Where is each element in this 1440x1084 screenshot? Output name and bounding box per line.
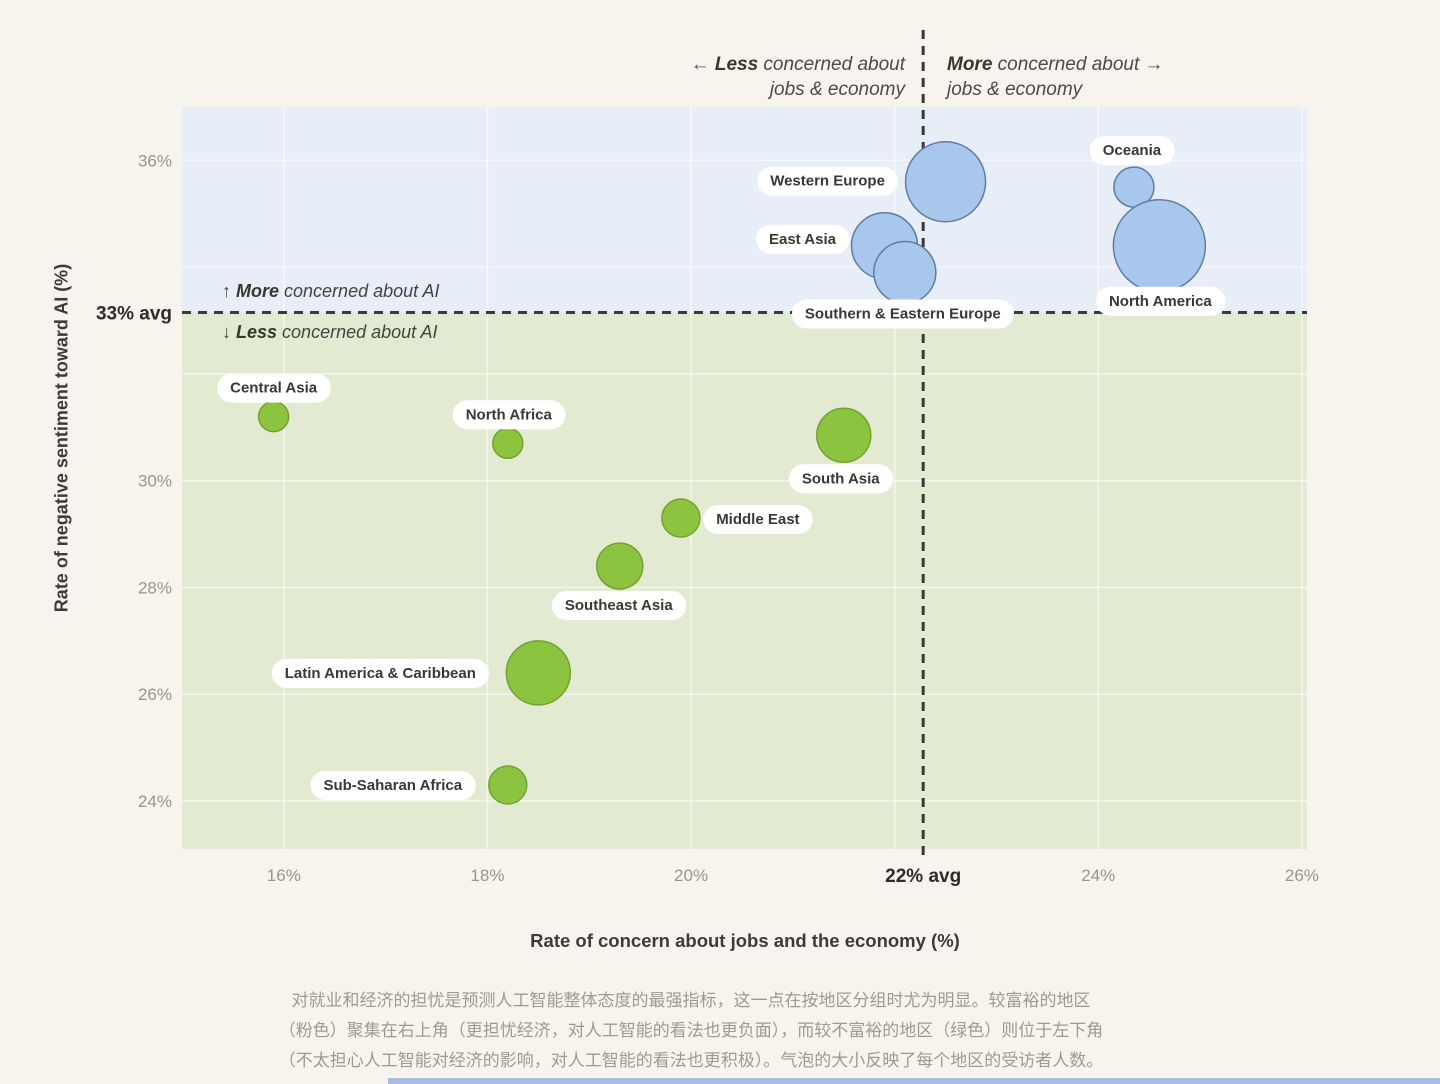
annotation-more-concerned-economy: More concerned about → jobs & economy [947, 52, 1164, 102]
label-pill-latin-america-caribbean [271, 658, 489, 688]
label-text-southeast-asia: Southeast Asia [565, 597, 673, 614]
label-text-north-america: North America [1109, 293, 1212, 310]
label-text-latin-america-caribbean: Latin America & Caribbean [285, 665, 476, 682]
annotation-bold-word: Less [236, 322, 278, 342]
chart-caption: 对就业和经济的担忧是预测人工智能整体态度的最强指标，这一点在按地区分组时尤为明显… [126, 986, 1256, 1076]
x-avg-label: 22% avg [885, 866, 961, 887]
y-tick-24: 24% [138, 792, 172, 811]
label-pill-southeast-asia [551, 591, 687, 621]
x-tick-24: 24% [1081, 866, 1115, 885]
label-pill-north-africa [452, 400, 566, 430]
annotation-line: ← Less concerned about [691, 52, 905, 77]
label-text-central-asia: Central Asia [230, 380, 318, 397]
bubble-north-america [1112, 199, 1207, 293]
label-pill-north-america [1095, 286, 1226, 316]
annotation-bold-word: More [947, 54, 993, 75]
bubble-north-africa [492, 427, 524, 460]
caption-line-2: （粉色）聚集在右上角（更担忧经济，对人工智能的看法也更负面），而较不富裕的地区（… [278, 1021, 1104, 1040]
band-below-avg [182, 312, 1307, 850]
caption-line-1: 对就业和经济的担忧是预测人工智能整体态度的最强指标，这一点在按地区分组时尤为明显… [291, 991, 1091, 1010]
annotation-text: concerned about AI [279, 281, 440, 301]
bubble-latin-america-caribbean [505, 640, 572, 706]
bubble-chart: Western Europe East Asia Southern & Easter… [96, 30, 1319, 887]
label-pill-middle-east [703, 505, 813, 535]
caption-line-3: （不太担心人工智能对经济的影响，对人工智能的看法也更积极）。气泡的大小反映了每个… [278, 1051, 1104, 1070]
left-arrow-icon: ← [690, 54, 715, 75]
x-tick-26: 26% [1285, 866, 1319, 885]
x-axis-title: Rate of concern about jobs and the econo… [530, 930, 960, 951]
label-text-south-asia: South Asia [802, 470, 880, 487]
label-pill-southern-eastern-europe [791, 299, 1014, 329]
label-text-western-europe: Western Europe [770, 173, 885, 190]
bubble-middle-east [661, 498, 701, 538]
label-pill-south-asia [788, 464, 894, 494]
annotation-line: More concerned about → [947, 52, 1164, 77]
x-tick-18: 18% [470, 866, 504, 885]
bubble-southeast-asia [596, 542, 644, 590]
label-text-southern-eastern-europe: Southern & Eastern Europe [805, 305, 1001, 322]
y-axis-title: Rate of negative sentiment toward AI (%) [51, 263, 72, 613]
right-arrow-icon: concerned about → [992, 54, 1164, 75]
label-pill-sub-saharan-africa [310, 770, 476, 800]
annotation-bold-word: Less [714, 54, 759, 75]
y-avg-label: 33% avg [96, 304, 172, 325]
y-tick-28: 28% [138, 578, 172, 597]
annotation-line: jobs & economy [769, 79, 905, 100]
annotation-text: concerned about AI [277, 322, 438, 342]
up-arrow-icon: ↑ [222, 281, 237, 301]
x-tick-20: 20% [674, 866, 708, 885]
label-text-oceania: Oceania [1103, 142, 1162, 159]
label-text-middle-east: Middle East [716, 511, 799, 528]
bottom-edge-bar [388, 1078, 1440, 1084]
label-text-north-africa: North Africa [466, 406, 553, 423]
annotation-text: concerned about [758, 54, 905, 75]
bubble-central-asia [257, 400, 290, 433]
bubble-southern-eastern-europe [873, 240, 937, 305]
label-pill-western-europe [757, 166, 898, 196]
annotation-more-concerned-ai: ↑ More concerned about AI [222, 281, 439, 302]
bubble-south-asia [816, 407, 872, 464]
bubble-sub-saharan-africa [488, 765, 528, 805]
down-arrow-icon: ↓ [222, 322, 237, 342]
bubble-western-europe [904, 140, 987, 223]
x-tick-16: 16% [267, 866, 301, 885]
label-text-east-asia: East Asia [769, 231, 837, 248]
annotation-bold-word: More [236, 281, 280, 301]
label-pill-central-asia [217, 373, 331, 403]
label-pill-oceania [1089, 136, 1175, 166]
y-tick-26: 26% [138, 685, 172, 704]
annotation-line: jobs & economy [947, 79, 1083, 100]
label-text-sub-saharan-africa: Sub-Saharan Africa [323, 777, 462, 794]
annotation-less-concerned-economy: ← Less concerned about jobs & economy [691, 52, 905, 102]
y-tick-36: 36% [138, 151, 172, 170]
y-tick-30: 30% [138, 472, 172, 491]
annotation-less-concerned-ai: ↓ Less concerned about AI [222, 322, 438, 343]
label-pill-east-asia [755, 224, 850, 254]
